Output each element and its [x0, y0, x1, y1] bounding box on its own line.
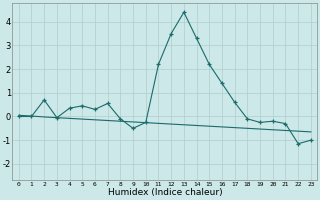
- X-axis label: Humidex (Indice chaleur): Humidex (Indice chaleur): [108, 188, 222, 197]
